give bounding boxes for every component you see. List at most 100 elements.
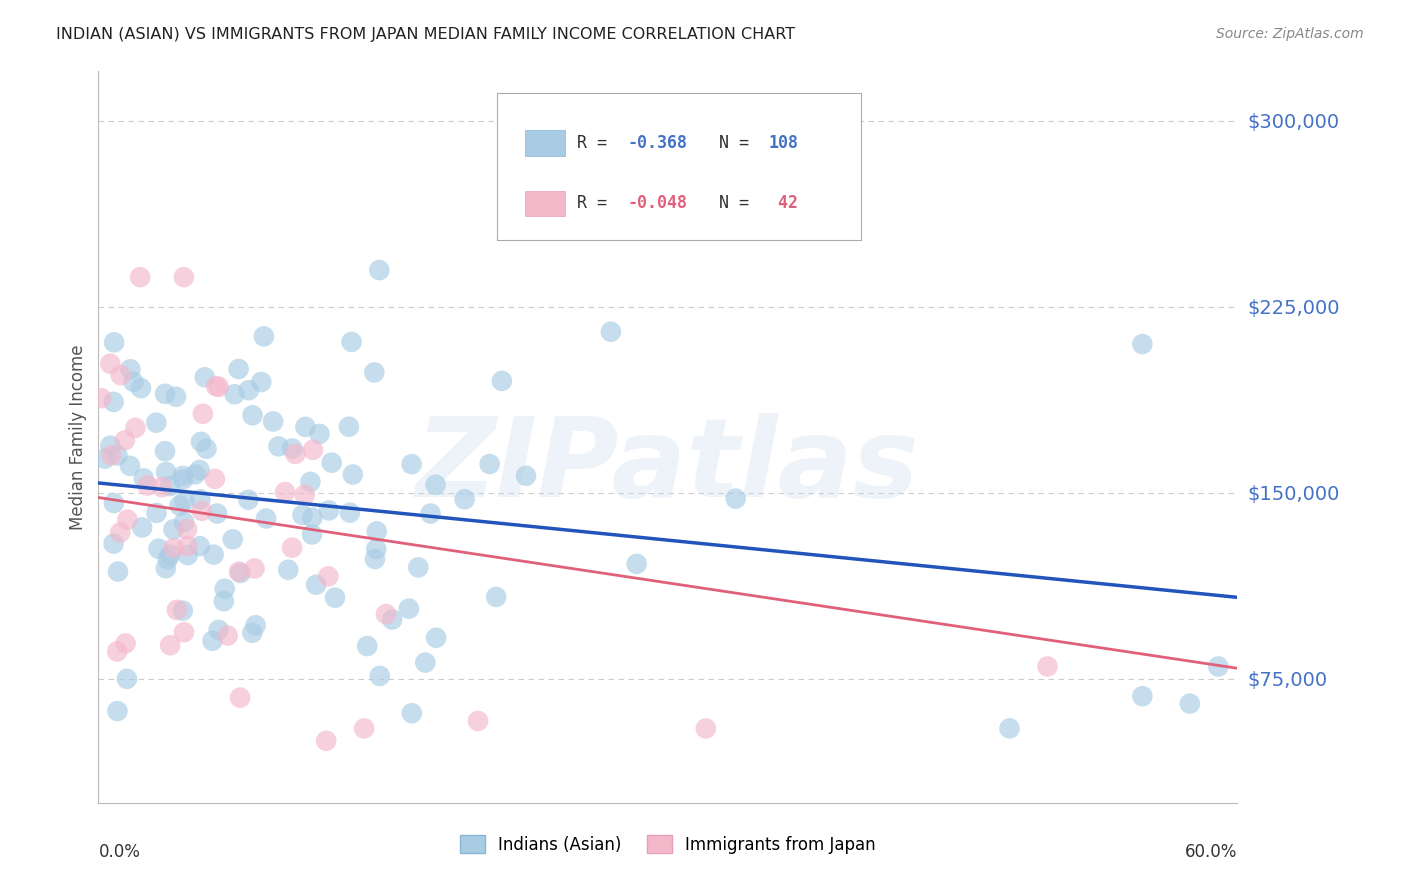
Point [228, 362, 250, 376]
Point [305, 578, 328, 592]
Point [301, 527, 323, 541]
Point [366, 542, 388, 557]
Point [153, 387, 176, 401]
Point [148, 541, 170, 556]
Text: 60.0%: 60.0% [1185, 843, 1237, 861]
Point [205, 507, 228, 521]
Point [103, 536, 125, 550]
Point [321, 456, 343, 470]
Point [381, 613, 404, 627]
Point [240, 625, 263, 640]
Point [262, 415, 284, 429]
Text: INDIAN (ASIAN) VS IMMIGRANTS FROM JAPAN MEDIAN FAMILY INCOME CORRELATION CHART: INDIAN (ASIAN) VS IMMIGRANTS FROM JAPAN … [56, 27, 796, 42]
Point [419, 507, 441, 521]
Point [94, 451, 117, 466]
Bar [526, 130, 565, 155]
Point [238, 383, 260, 397]
Point [172, 469, 194, 483]
Point [342, 467, 364, 482]
Point [150, 480, 173, 494]
Point [242, 409, 264, 423]
Point [90, 391, 112, 405]
Point [169, 499, 191, 513]
Text: 42: 42 [768, 194, 799, 212]
Point [155, 465, 177, 479]
Point [229, 690, 252, 705]
Point [172, 604, 194, 618]
Point [724, 491, 747, 506]
Point [281, 442, 304, 456]
Text: R =: R = [576, 194, 617, 212]
Point [188, 539, 211, 553]
Point [1178, 697, 1201, 711]
Point [318, 503, 340, 517]
Point [353, 722, 375, 736]
Point [159, 479, 181, 493]
Point [190, 434, 212, 449]
Point [318, 569, 340, 583]
Point [222, 533, 245, 547]
Point [250, 375, 273, 389]
Point [1208, 659, 1230, 673]
Point [401, 706, 423, 721]
Point [156, 552, 179, 566]
Point [214, 582, 236, 596]
Point [155, 561, 177, 575]
Point [107, 704, 129, 718]
Point [284, 447, 307, 461]
Point [533, 213, 555, 227]
Point [173, 494, 195, 508]
Point [132, 471, 155, 485]
Point [208, 623, 231, 637]
Y-axis label: Median Family Income: Median Family Income [69, 344, 87, 530]
Point [212, 594, 235, 608]
Point [117, 513, 139, 527]
Point [398, 601, 420, 615]
Point [413, 656, 436, 670]
Text: 108: 108 [768, 134, 799, 152]
Point [177, 548, 200, 562]
Point [245, 618, 267, 632]
Point [315, 734, 337, 748]
Point [173, 270, 195, 285]
Point [761, 183, 783, 197]
Point [191, 504, 214, 518]
Point [194, 370, 217, 384]
FancyBboxPatch shape [498, 94, 862, 240]
Point [166, 603, 188, 617]
Point [129, 270, 152, 285]
Point [375, 607, 398, 621]
Point [253, 329, 276, 343]
Point [626, 557, 648, 571]
Point [159, 638, 181, 652]
Point [254, 511, 277, 525]
Legend: Indians (Asian), Immigrants from Japan: Indians (Asian), Immigrants from Japan [453, 829, 883, 860]
Point [205, 379, 228, 393]
Point [195, 442, 218, 456]
Point [105, 644, 128, 658]
Point [998, 722, 1021, 736]
Point [159, 548, 181, 562]
Text: N =: N = [718, 194, 759, 212]
Point [98, 357, 121, 371]
Point [163, 541, 186, 555]
Point [172, 472, 194, 486]
Point [103, 496, 125, 510]
Point [176, 539, 198, 553]
Point [238, 492, 260, 507]
Text: ZIPatlas: ZIPatlas [416, 413, 920, 520]
Text: R =: R = [576, 134, 617, 152]
Point [277, 563, 299, 577]
Point [110, 368, 132, 383]
Point [131, 520, 153, 534]
Point [162, 523, 184, 537]
Point [337, 419, 360, 434]
Text: N =: N = [718, 134, 759, 152]
Point [114, 434, 136, 448]
Point [1036, 659, 1059, 673]
Point [145, 506, 167, 520]
Point [188, 492, 211, 507]
Point [274, 485, 297, 500]
Point [165, 390, 187, 404]
Point [323, 591, 346, 605]
